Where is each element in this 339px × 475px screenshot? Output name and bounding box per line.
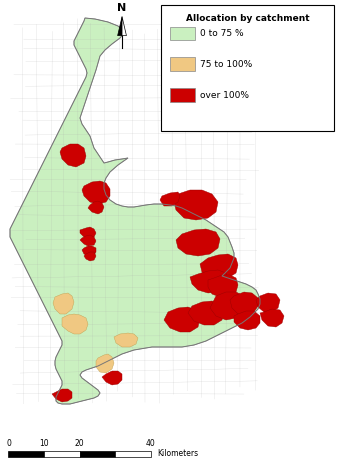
- Polygon shape: [80, 227, 96, 239]
- Polygon shape: [230, 292, 258, 316]
- Polygon shape: [256, 293, 280, 312]
- Text: 0 to 75 %: 0 to 75 %: [200, 29, 244, 38]
- Polygon shape: [88, 201, 104, 214]
- Polygon shape: [114, 333, 138, 347]
- Polygon shape: [102, 371, 122, 385]
- Polygon shape: [190, 270, 228, 293]
- Polygon shape: [60, 144, 86, 167]
- Polygon shape: [82, 246, 96, 256]
- Bar: [8, 451, 44, 457]
- Bar: [170, 27, 195, 40]
- Text: Allocation by catchment: Allocation by catchment: [186, 14, 309, 23]
- Polygon shape: [118, 17, 122, 36]
- Polygon shape: [160, 192, 180, 206]
- Polygon shape: [176, 229, 220, 256]
- Text: 20: 20: [75, 439, 84, 448]
- Polygon shape: [84, 252, 96, 261]
- FancyBboxPatch shape: [161, 5, 334, 131]
- Polygon shape: [10, 18, 260, 404]
- Polygon shape: [210, 292, 246, 320]
- Polygon shape: [188, 301, 224, 325]
- Text: 0: 0: [6, 439, 11, 448]
- Polygon shape: [52, 389, 72, 402]
- Polygon shape: [53, 293, 74, 314]
- Text: 40: 40: [146, 439, 156, 448]
- Text: 75 to 100%: 75 to 100%: [200, 60, 252, 68]
- Text: N: N: [117, 3, 127, 13]
- Polygon shape: [122, 17, 126, 36]
- Polygon shape: [208, 275, 238, 297]
- Polygon shape: [82, 181, 110, 204]
- Text: Kilometers: Kilometers: [157, 449, 198, 458]
- Polygon shape: [80, 235, 96, 246]
- Polygon shape: [62, 314, 88, 334]
- Bar: [170, 88, 195, 102]
- Bar: [170, 57, 195, 71]
- Text: 10: 10: [39, 439, 49, 448]
- Polygon shape: [164, 307, 200, 332]
- Polygon shape: [174, 190, 218, 220]
- Text: over 100%: over 100%: [200, 91, 249, 99]
- Polygon shape: [200, 254, 238, 280]
- Polygon shape: [260, 309, 284, 327]
- Bar: [115, 451, 151, 457]
- Polygon shape: [96, 354, 114, 373]
- Bar: [44, 451, 80, 457]
- Polygon shape: [234, 311, 260, 330]
- Bar: [80, 451, 115, 457]
